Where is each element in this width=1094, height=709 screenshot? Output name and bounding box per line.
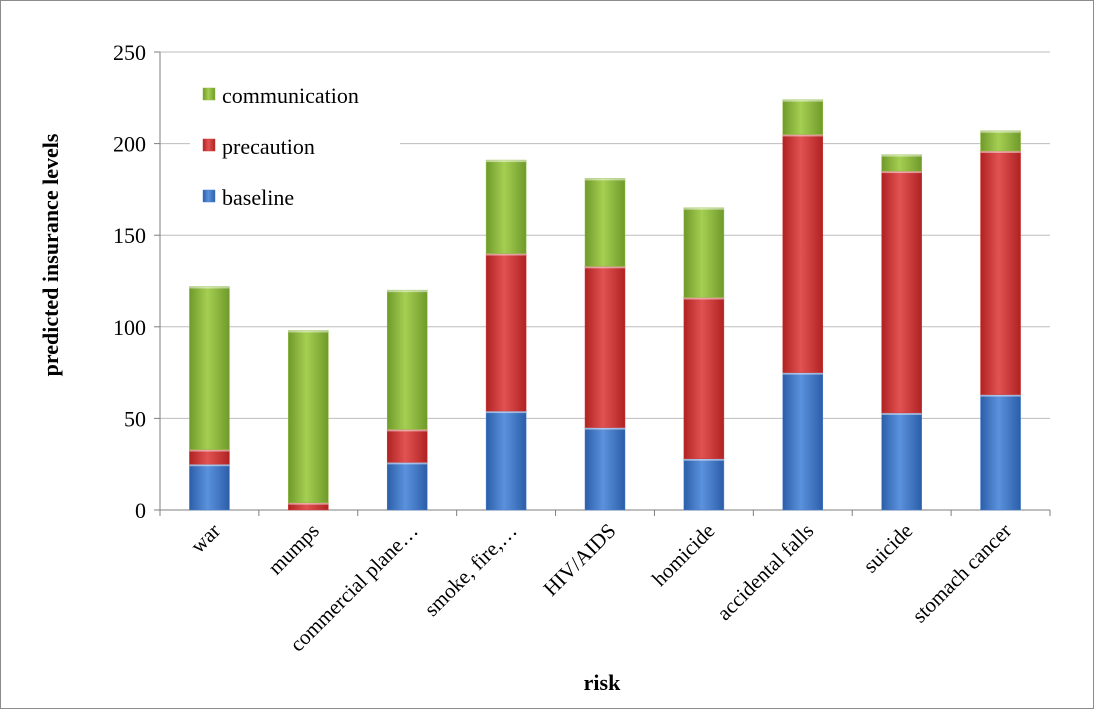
bar-communication [189,286,230,450]
bar-baseline-highlight [189,464,230,467]
bar-precaution-highlight [881,171,922,174]
bar-baseline-highlight [486,411,527,414]
bars [189,99,1021,511]
y-tick-label: 200 [113,132,146,157]
bar-communication-highlight [486,160,527,163]
bar-precaution-highlight [387,429,428,432]
bar-communication [980,130,1021,152]
y-tick-labels: 0 50 100 150 200 250 [113,40,160,523]
legend-label-precaution: precaution [222,134,315,159]
bar-communication [485,159,527,254]
bar-precaution-highlight [980,150,1021,153]
bar-communication-highlight [881,154,922,157]
bar-baseline [485,410,527,511]
y-axis-title: predicted insurance levels [38,133,63,376]
bar-communication-highlight [782,99,823,102]
bar-precaution [189,449,230,465]
bar-communication [881,154,922,172]
y-tick-label: 100 [113,315,146,340]
bar-baseline-highlight [683,458,724,461]
bar-baseline-highlight [980,394,1021,397]
bar-communication [288,330,329,503]
bar-communication-highlight [189,286,230,289]
bar-communication-highlight [387,290,428,293]
bar-communication-highlight [288,330,329,333]
x-axis-title: risk [584,670,621,695]
bar-communication-highlight [683,207,724,210]
bar-precaution-highlight [288,502,329,505]
bar-precaution [386,429,428,463]
legend-background [190,76,400,226]
bar-communication-highlight [585,178,625,181]
y-tick-label: 50 [124,406,146,431]
legend-swatch-precaution [202,138,216,152]
bar-baseline [189,463,230,511]
x-tick-label: HIV/AIDS [538,519,620,601]
legend-label-communication: communication [222,83,359,108]
legend-swatch-communication [202,87,216,101]
y-tick-label: 250 [113,40,146,65]
bar-precaution-highlight [683,297,724,300]
bar-baseline-highlight [387,462,428,465]
bar-precaution [782,134,824,373]
legend-label-baseline: baseline [222,185,294,210]
legend-swatch-baseline [202,189,216,203]
bar-precaution [881,170,922,414]
bar-communication [584,178,626,267]
bar-baseline-highlight [782,372,823,375]
y-tick-label: 150 [113,223,146,248]
bar-precaution-highlight [782,134,823,137]
bar-precaution [683,297,725,459]
bar-communication [386,289,428,430]
bar-precaution [980,150,1021,395]
bar-baseline-highlight [881,412,922,415]
bar-baseline [782,372,824,511]
x-tick-label: accidental falls [712,519,818,625]
bar-precaution [485,253,527,412]
x-tick-label: mumps [263,519,324,580]
bar-communication [683,207,725,298]
x-tick-label: suicide [858,519,917,578]
bar-baseline [683,458,725,511]
bar-precaution [584,266,626,428]
bar-baseline [386,462,428,511]
x-tick-label: stomach cancer [907,519,1016,628]
bar-precaution-highlight [585,266,625,269]
bar-precaution-highlight [486,253,527,256]
bar-communication-highlight [980,130,1021,133]
bar-communication [782,99,824,135]
bar-baseline-highlight [585,427,625,430]
bar-precaution-highlight [189,449,230,452]
legend: communication precaution baseline [190,76,400,226]
y-tick-label: 0 [135,498,146,523]
x-tick-label: smoke, fire,… [419,519,521,621]
bar-baseline [881,412,922,511]
bar-baseline [584,427,626,511]
bar-baseline [980,394,1021,511]
x-tick-label: homicide [647,519,719,591]
x-tick-label: war [186,519,225,558]
